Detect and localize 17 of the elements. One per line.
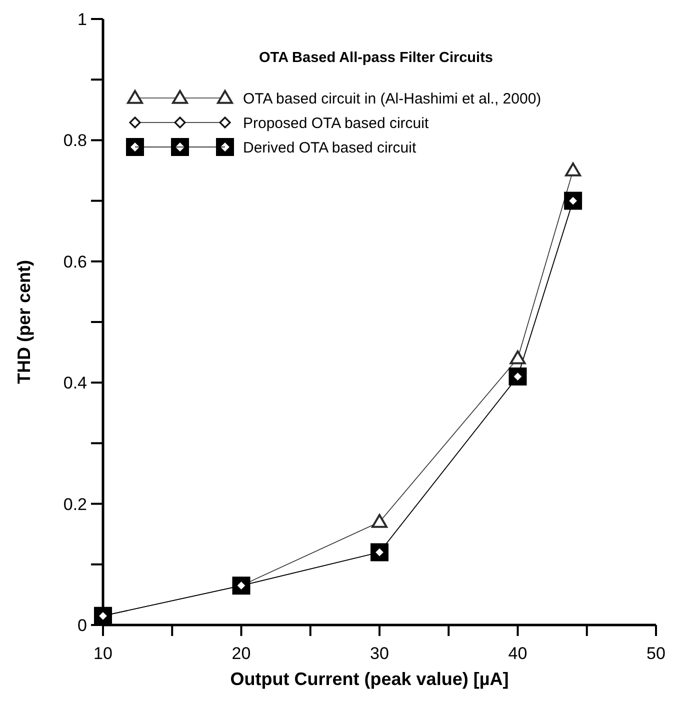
x-tick-label: 40 — [508, 644, 528, 663]
y-tick-label: 0.2 — [63, 494, 87, 514]
x-axis-title: Output Current (peak value) [µA] — [230, 669, 509, 689]
legend-label: Derived OTA based circuit — [243, 139, 417, 156]
legend-label: OTA based circuit in (Al-Hashimi et al., 2000) — [243, 90, 542, 108]
y-tick-label: 0 — [78, 616, 87, 635]
y-tick-label: 0.4 — [63, 374, 87, 393]
y-tick-label: 0.8 — [63, 131, 87, 150]
x-tick-label: 30 — [370, 644, 389, 663]
text: OTA Based All-pass Filter Circuits — [259, 50, 493, 66]
x-tick-label: 20 — [232, 644, 251, 663]
x-tick-label: 10 — [94, 644, 112, 663]
y-tick-label: 0.6 — [63, 252, 87, 272]
y-tick-label: 1 — [78, 10, 87, 29]
legend-label: Proposed OTA based circuit — [243, 114, 430, 132]
x-tick-label: 50 — [646, 644, 666, 663]
y-axis-title: THD (per cent) — [14, 260, 34, 384]
